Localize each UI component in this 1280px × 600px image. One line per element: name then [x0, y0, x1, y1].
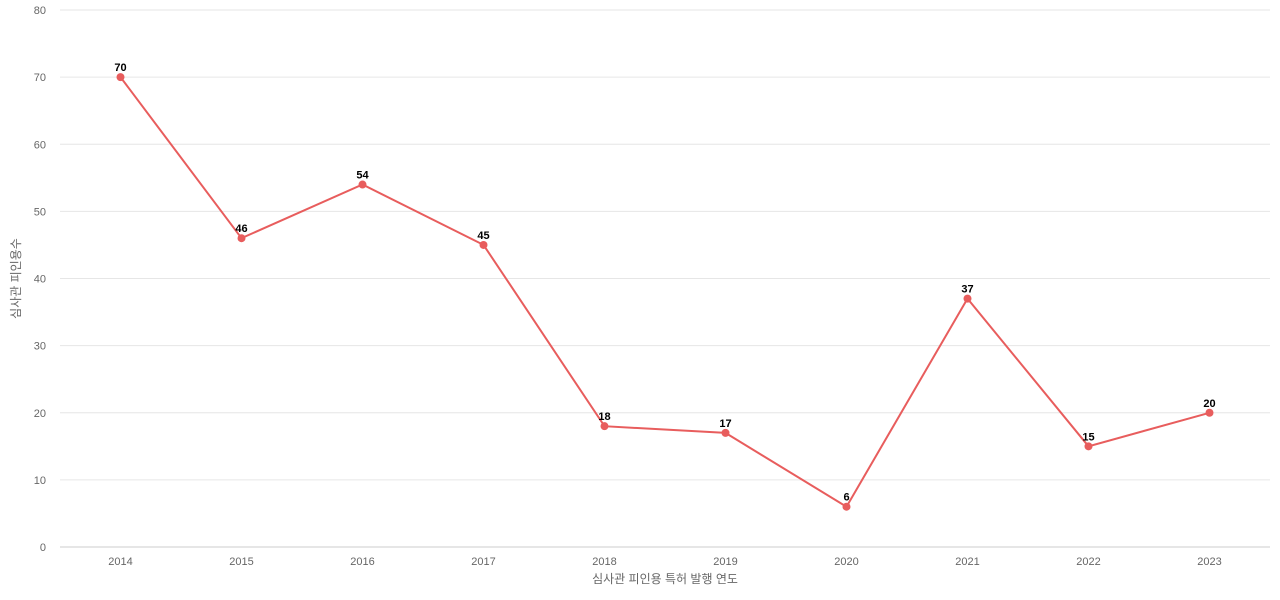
data-point[interactable]	[842, 502, 851, 511]
x-axis-title: 심사관 피인용 특허 발행 연도	[592, 571, 738, 586]
y-tick-label: 10	[34, 475, 46, 487]
y-tick-label: 70	[34, 72, 46, 84]
x-tick-label: 2021	[955, 556, 979, 568]
data-label: 20	[1203, 398, 1215, 410]
data-point[interactable]	[1205, 408, 1214, 417]
data-point[interactable]	[479, 240, 488, 249]
y-tick-label: 80	[34, 5, 46, 17]
data-point[interactable]	[963, 294, 972, 303]
data-point[interactable]	[237, 234, 246, 243]
data-point[interactable]	[1084, 442, 1093, 451]
x-tick-label: 2022	[1076, 556, 1100, 568]
x-tick-label: 2014	[108, 556, 132, 568]
data-point[interactable]	[358, 180, 367, 189]
y-tick-label: 30	[34, 341, 46, 353]
data-label: 37	[961, 284, 973, 296]
data-label: 18	[598, 411, 610, 423]
x-tick-label: 2016	[350, 556, 374, 568]
y-tick-label: 20	[34, 408, 46, 420]
y-axis-tick-labels: 0 10 20 30 40 50 60 70 80	[34, 5, 46, 554]
data-point[interactable]	[116, 73, 125, 82]
y-tick-label: 0	[40, 542, 46, 554]
data-labels: 70 46 54 45 18 17 6 37 15 20	[114, 62, 1215, 504]
data-point[interactable]	[721, 428, 730, 437]
y-tick-label: 50	[34, 206, 46, 218]
data-label: 45	[477, 230, 489, 242]
data-points	[116, 73, 1214, 511]
data-label: 70	[114, 62, 126, 74]
x-tick-label: 2018	[592, 556, 616, 568]
x-axis-tick-labels: 2014 2015 2016 2017 2018 2019 2020 2021 2022 2023	[108, 556, 1221, 568]
data-label: 54	[356, 170, 369, 182]
data-label: 17	[719, 418, 731, 430]
x-tick-label: 2020	[834, 556, 858, 568]
data-point[interactable]	[600, 422, 609, 431]
x-tick-label: 2017	[471, 556, 495, 568]
series-line	[119, 76, 1210, 509]
data-label: 6	[843, 492, 849, 504]
data-label: 46	[235, 223, 247, 235]
y-tick-label: 60	[34, 139, 46, 151]
data-label: 15	[1082, 431, 1094, 443]
x-tick-label: 2019	[713, 556, 737, 568]
y-axis-title: 심사관 피인용수	[9, 238, 23, 319]
y-tick-label: 40	[34, 274, 46, 286]
x-tick-label: 2015	[229, 556, 253, 568]
grid-lines	[60, 9, 1270, 481]
x-tick-label: 2023	[1197, 556, 1221, 568]
